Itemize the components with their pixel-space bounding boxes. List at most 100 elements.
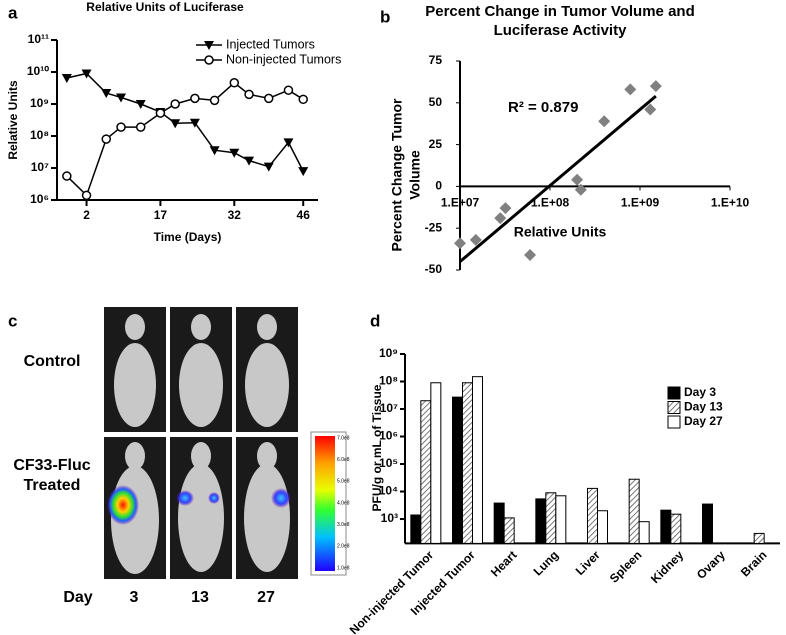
- marker: [81, 190, 92, 201]
- x-tick-label: 32: [228, 208, 242, 222]
- y-tick-label: 10⁷: [380, 401, 398, 415]
- row-label: Treated: [24, 477, 81, 494]
- bar: [452, 396, 463, 544]
- marker: [283, 85, 294, 95]
- y-tick-label: 10¹¹: [28, 32, 49, 46]
- x-tick-label: Ovary: [694, 548, 728, 582]
- y-tick-label: 10⁹: [30, 96, 49, 110]
- y-tick-label: 10¹⁰: [27, 64, 49, 78]
- legend-label: Day 27: [684, 414, 723, 428]
- colorbar-label: 1.0e8: [337, 565, 350, 571]
- bar: [670, 513, 682, 544]
- day-value: 13: [191, 589, 209, 606]
- bar: [462, 382, 473, 544]
- panel-label: a: [8, 3, 18, 22]
- legend-label: Day 3: [684, 385, 716, 399]
- chart-title: Relative Units of Luciferase: [86, 0, 244, 14]
- x-tick-label: 2: [83, 208, 90, 222]
- legend-label: Non-injected Tumors: [226, 52, 341, 66]
- marker: [283, 138, 294, 148]
- panel-label: b: [380, 7, 390, 26]
- y-axis-label: Percent Change Tumor: [389, 98, 405, 252]
- marker: [101, 89, 112, 99]
- y-tick-label: -25: [425, 220, 443, 234]
- y-tick-label: 25: [429, 137, 443, 151]
- y-tick-label: 10⁶: [379, 429, 398, 443]
- y-axis-label: Relative Units: [6, 80, 20, 160]
- marker: [244, 89, 254, 100]
- bar: [420, 400, 432, 544]
- bar: [472, 376, 483, 544]
- y-tick-label: 10⁹: [379, 346, 398, 360]
- bar: [493, 502, 505, 544]
- marker: [170, 119, 181, 129]
- bar: [545, 492, 557, 544]
- marker: [263, 162, 274, 172]
- bar: [503, 517, 515, 544]
- signal: [107, 485, 139, 525]
- x-tick-label: 1.E+07: [441, 196, 480, 210]
- colorbar-label: 2.0e8: [337, 544, 350, 550]
- marker: [155, 108, 166, 118]
- legend-marker: [204, 41, 214, 50]
- x-tick-label: 17: [154, 208, 168, 222]
- marker: [598, 115, 611, 128]
- y-tick-label: 10⁴: [379, 484, 398, 498]
- bar: [410, 514, 422, 544]
- signal: [208, 492, 220, 504]
- x-tick-label: 1.E+10: [711, 196, 750, 210]
- x-tick-label: 46: [297, 208, 311, 222]
- row-label: Control: [24, 353, 81, 370]
- marker: [524, 248, 537, 261]
- bar: [597, 510, 608, 544]
- panel-label: c: [8, 311, 17, 330]
- legend-label: Day 13: [684, 400, 723, 414]
- marker: [209, 95, 220, 106]
- chart-title: Luciferase Activity: [494, 22, 627, 39]
- row-label: CF33-Fluc: [13, 457, 90, 474]
- x-tick-label: Brain: [738, 548, 770, 580]
- marker: [135, 100, 146, 109]
- marker: [116, 122, 126, 132]
- marker: [170, 99, 180, 109]
- signal: [176, 490, 194, 506]
- marker: [209, 146, 220, 156]
- marker: [644, 103, 657, 116]
- marker: [649, 80, 662, 93]
- marker: [574, 183, 587, 196]
- x-axis-label: Time (Days): [154, 230, 222, 244]
- day-value: 3: [130, 589, 139, 606]
- marker: [189, 118, 200, 128]
- signal: [271, 488, 291, 508]
- y-axis-label: PFU/g or mL of Tissue: [370, 384, 384, 511]
- marker: [62, 171, 72, 181]
- colorbar-label: 3.0e8: [337, 522, 350, 528]
- marker: [571, 173, 584, 186]
- marker: [190, 93, 200, 104]
- marker: [229, 78, 240, 88]
- panel-label: d: [370, 311, 380, 330]
- chart-title: Percent Change in Tumor Volume and: [425, 3, 694, 20]
- bar: [587, 487, 598, 544]
- trendline: [459, 94, 657, 263]
- legend-marker: [204, 55, 214, 65]
- y-tick-label: 10⁶: [30, 192, 49, 206]
- x-tick-label: Spleen: [607, 548, 645, 586]
- y-tick-label: 10³: [381, 511, 398, 525]
- colorbar: [315, 436, 335, 571]
- marker: [264, 93, 274, 104]
- bar: [702, 503, 713, 544]
- marker: [298, 167, 309, 177]
- marker: [469, 233, 482, 246]
- y-tick-label: 10⁸: [30, 128, 49, 142]
- y-tick-label: 10⁸: [379, 374, 398, 388]
- marker: [499, 202, 512, 215]
- y-tick-label: 10⁷: [31, 160, 49, 174]
- marker: [229, 148, 240, 158]
- mice: [111, 314, 290, 574]
- marker: [81, 69, 92, 79]
- x-tick-label: Kidney: [648, 548, 686, 586]
- marker: [298, 94, 308, 105]
- day-label: Day: [63, 589, 92, 606]
